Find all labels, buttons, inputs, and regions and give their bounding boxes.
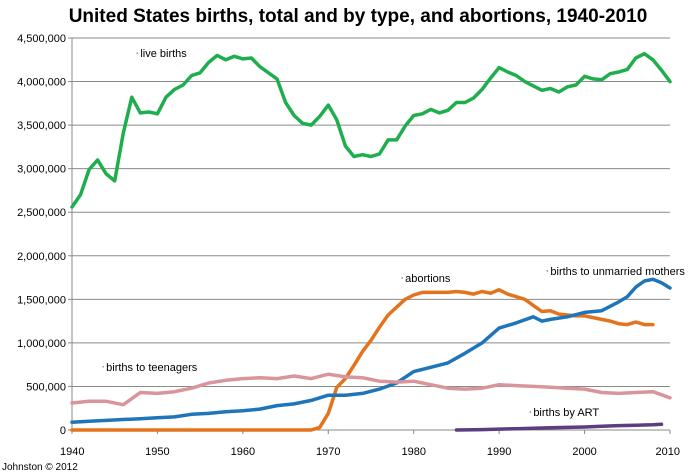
series-label-marker (529, 411, 532, 413)
x-tick-label: 1960 (231, 446, 255, 458)
y-tick-label: 500,000 (26, 381, 66, 393)
y-tick-label: 2,500,000 (17, 207, 66, 219)
x-tick-label: 1990 (487, 446, 511, 458)
y-tick-label: 3,000,000 (17, 164, 66, 176)
series-label-marker (546, 270, 549, 272)
x-tick-label: 2000 (572, 446, 596, 458)
chart-title: United States births, total and by type,… (69, 6, 648, 27)
series-label-marker (102, 365, 105, 368)
y-tick-label: 3,500,000 (17, 120, 66, 132)
x-tick-label: 1970 (316, 446, 340, 458)
series-line-abortions (70, 288, 655, 432)
x-tick-label: 1940 (60, 446, 84, 458)
series-label-marker (401, 277, 404, 279)
y-tick-label: 4,000,000 (17, 77, 66, 89)
y-tick-label: 2,000,000 (17, 251, 66, 263)
series-label-marker (136, 52, 139, 55)
gridlines (72, 37, 670, 387)
series-label-births-by-ART: births by ART (533, 407, 599, 419)
x-tick-label: 2010 (656, 446, 680, 458)
y-tick-label: 1,000,000 (17, 338, 66, 350)
series-line-live-births (70, 51, 672, 209)
series-line-births-by-ART (454, 422, 664, 432)
series-lines (70, 51, 672, 432)
x-axis-ticks: 1940 1950 1960 1970 1980 1990 2000 2010 (60, 430, 680, 458)
series-line-births-to-unmarried-mothers (70, 277, 672, 424)
y-tick-label: 0 (60, 425, 66, 437)
y-axis-ticks: 0 500,000 1,000,000 1,500,000 2,000,000 2,500… (17, 33, 72, 437)
x-tick-label: 1950 (145, 446, 169, 458)
series-line-births-to-teenagers (70, 372, 672, 407)
series-label-births-to-unmarried-mothers: births to unmarried mothers (550, 266, 685, 278)
series-label-live-births: live births (140, 48, 187, 60)
x-tick-label: 1980 (401, 446, 425, 458)
series-labels: live births abortions births to unmarried … (102, 48, 685, 419)
y-tick-label: 1,500,000 (17, 294, 66, 306)
series-label-births-to-teenagers: births to teenagers (106, 362, 198, 374)
series-label-abortions: abortions (405, 273, 451, 285)
y-tick-label: 4,500,000 (17, 33, 66, 45)
credit-text: Johnston © 2012 (2, 462, 78, 473)
